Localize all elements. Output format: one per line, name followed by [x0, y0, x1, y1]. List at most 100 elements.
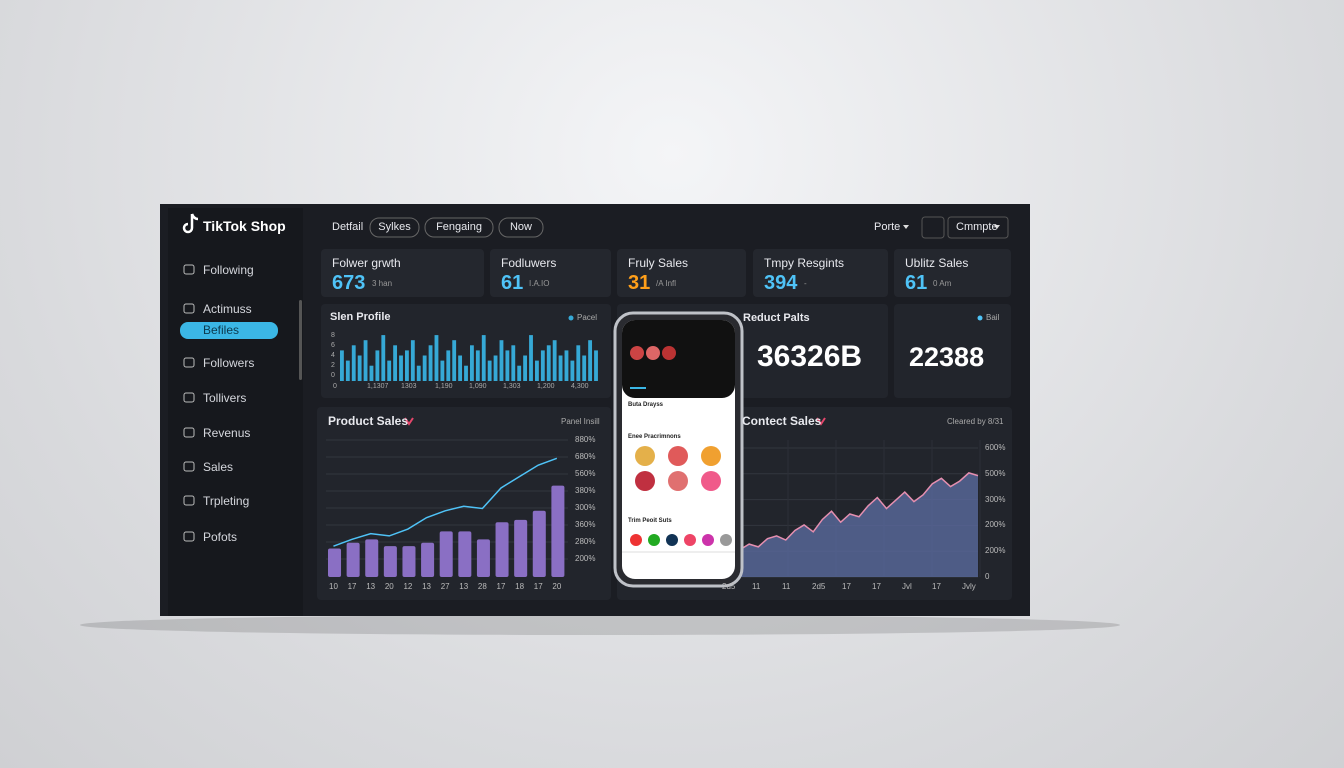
heart [404, 417, 414, 426]
x-label: 17 [842, 582, 851, 591]
nav-icon [183, 427, 195, 438]
bar [421, 542, 435, 577]
panel [894, 304, 1011, 398]
y-label: 200% [575, 554, 596, 563]
bar [594, 350, 598, 381]
bar [476, 539, 490, 577]
y-label: 560% [575, 469, 596, 478]
nav-icon [183, 303, 195, 314]
stat-value: 31 [628, 272, 651, 294]
stat-value: 61 [905, 272, 928, 294]
y-label: 300% [575, 503, 596, 512]
nav-icon [183, 392, 195, 403]
x-label: 1,200 [537, 383, 555, 390]
icon [630, 534, 642, 546]
tab-label: Detfail [332, 221, 364, 233]
avatar [646, 346, 660, 360]
y-label: 280% [575, 537, 596, 546]
x-label: 1,190 [435, 383, 453, 390]
caret [903, 225, 909, 229]
y-label: 380% [575, 486, 596, 495]
tab-label: Fengaing [436, 221, 482, 233]
avatar [668, 446, 688, 466]
bar [440, 360, 445, 381]
x-label: 17 [872, 582, 881, 591]
bar [328, 548, 342, 577]
nav-item: Tollivers [203, 391, 247, 405]
bar [422, 355, 427, 381]
bar [499, 340, 504, 381]
bar [551, 485, 565, 577]
panel-title: Product Sales [328, 414, 409, 428]
x-label: 11 [782, 582, 791, 591]
nav-item: Sales [203, 460, 234, 474]
stat-sub: /A Infl [656, 279, 677, 288]
bar [369, 365, 374, 381]
bar [446, 350, 451, 381]
stat-sub: 0 Am [933, 279, 952, 288]
phone-top [622, 320, 735, 398]
bar [458, 355, 463, 381]
nav-item: Following [203, 263, 254, 277]
stat-label: Tmpy Resgints [764, 256, 845, 270]
bar [458, 531, 472, 577]
nav-icon [183, 461, 195, 472]
icon [648, 534, 660, 546]
bar [511, 345, 516, 381]
y-label: 0 [985, 572, 990, 581]
x-label: 1,303 [503, 383, 521, 390]
tab-label: Now [509, 221, 533, 233]
bar [475, 350, 480, 381]
stat-card [321, 249, 484, 297]
nav-item: Befiles [203, 323, 240, 337]
control: Porte [874, 221, 901, 233]
y-label: 600% [985, 443, 1006, 452]
control-box [947, 216, 1009, 239]
badge-dot [977, 315, 983, 321]
nav-item: Actimuss [203, 302, 252, 316]
bar [365, 539, 379, 577]
x-label: 1303 [401, 383, 417, 390]
x-label: 17 [932, 582, 941, 591]
panel-badge: Pacel [577, 313, 598, 322]
y-label: 0 [331, 372, 335, 379]
x-label: 12 [403, 582, 413, 591]
icon [720, 534, 732, 546]
y-label: 200% [985, 546, 1006, 556]
panel-note: Panel Insill [561, 417, 600, 426]
stat-sub: 3 han [372, 279, 393, 288]
stat-value: 673 [332, 272, 366, 294]
bar [523, 355, 528, 381]
bar [481, 335, 486, 381]
bar [546, 345, 551, 381]
bar [345, 360, 350, 381]
bar [505, 350, 510, 381]
bar [434, 335, 439, 381]
bar [346, 542, 360, 577]
nav-active [180, 322, 278, 339]
x-label: 17 [533, 582, 543, 591]
icon-button [921, 216, 945, 239]
bar [452, 340, 457, 381]
x-label: 4,300 [571, 383, 589, 390]
x-label: 13 [366, 582, 376, 591]
stat-value: 61 [501, 272, 524, 294]
y-label: 8 [331, 332, 335, 339]
stat-label: Fodluwers [501, 256, 557, 270]
avatar [635, 471, 655, 491]
stat-label: Folwer grwth [332, 256, 401, 270]
bar [517, 365, 522, 381]
y-label: 4 [331, 352, 335, 359]
y-label: 300% [985, 494, 1006, 504]
x-label: 0 [333, 383, 337, 390]
x-label: 13 [422, 582, 431, 591]
bar [402, 546, 416, 577]
y-label: 2 [331, 362, 335, 369]
bar [495, 522, 509, 577]
x-label: 18 [515, 582, 525, 591]
nav-item: Pofots [203, 530, 238, 544]
big-number: 36326B [757, 340, 863, 373]
bar [399, 355, 403, 381]
stat-card [753, 249, 888, 297]
